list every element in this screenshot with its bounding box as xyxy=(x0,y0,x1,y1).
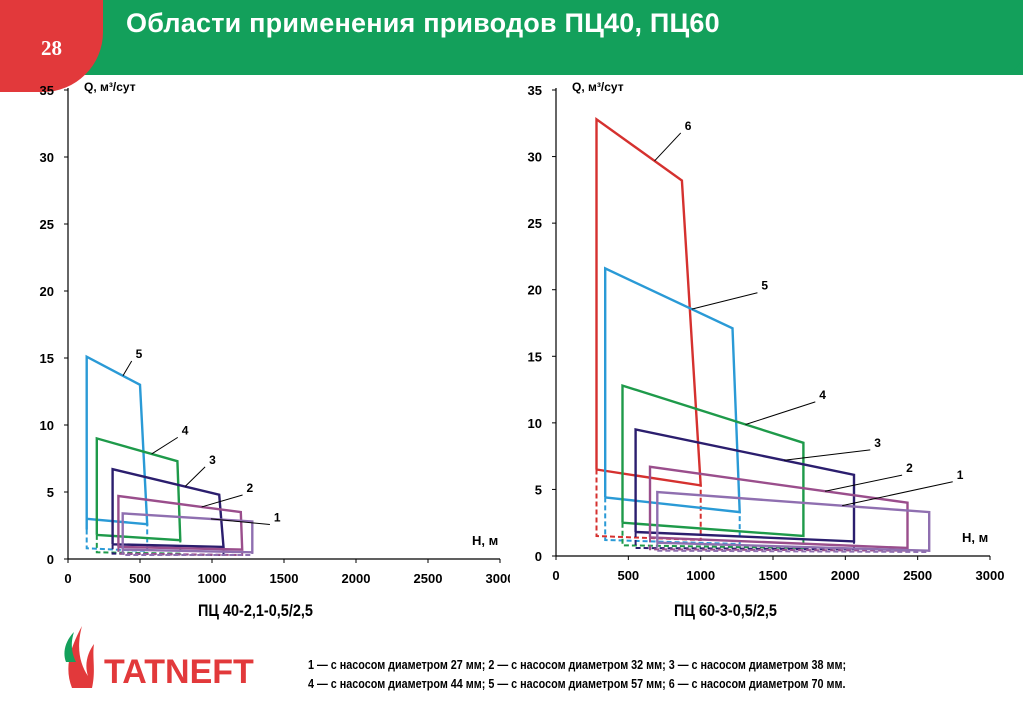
x-tick-label: 1500 xyxy=(759,568,788,583)
x-tick-label: 500 xyxy=(617,568,639,583)
region-5-leader xyxy=(122,360,133,377)
legend-line-1: 1 — с насосом диаметром 27 мм; 2 — с нас… xyxy=(308,657,847,672)
y-tick-label: 10 xyxy=(528,416,542,431)
region-6-outline xyxy=(595,116,702,487)
region-4-leader xyxy=(745,401,816,425)
region-3-leader xyxy=(184,466,206,487)
region-3-outline xyxy=(111,467,225,549)
y-tick-label: 15 xyxy=(40,351,54,366)
y-tick-label: 5 xyxy=(47,485,54,500)
x-tick-label: 1500 xyxy=(270,571,299,586)
region-3-outline xyxy=(634,428,856,543)
chart-pc40: 05101520253035050010001500200025003000Q,… xyxy=(0,80,515,600)
y-tick-label: 15 xyxy=(528,349,542,364)
x-tick-label: 3000 xyxy=(486,571,510,586)
region-2-label: 2 xyxy=(247,481,254,495)
chart-pc60: 0 5 10 15 20 25 30 35 0 500 1000 1500 2000 2500 3000 Q,… xyxy=(506,80,1023,600)
region-2-leader xyxy=(201,494,243,508)
x-axis-label: Н, м xyxy=(472,533,498,548)
y-tick-label: 30 xyxy=(40,150,54,165)
region-5-dashed xyxy=(604,497,741,546)
y-tick-label: 25 xyxy=(528,216,542,231)
y-axis-label: Q, м³/сут xyxy=(84,80,136,94)
region-1-dashed xyxy=(121,549,254,556)
slide-number: 28 xyxy=(41,35,62,60)
region-5-label: 5 xyxy=(761,279,768,293)
x-tick-label: 2500 xyxy=(903,568,932,583)
region-1-label: 1 xyxy=(274,510,281,524)
logo-wordmark-svg: TATNEFT xyxy=(104,653,254,691)
header-bar xyxy=(28,0,1023,75)
chart-pc40-svg: 05101520253035050010001500200025003000Q,… xyxy=(40,80,515,586)
region-4-dashed xyxy=(621,522,805,550)
region-1-dashed xyxy=(656,542,931,554)
chart-pc40-caption: ПЦ 40-2,1-0,5/2,5 xyxy=(198,601,313,620)
region-2-outline xyxy=(648,465,909,550)
region-2-leader xyxy=(825,474,903,492)
slide-title: Области применения приводов ПЦ40, ПЦ60 xyxy=(126,8,720,38)
chart-pc60-caption: ПЦ 60-3-0,5/2,5 xyxy=(674,601,777,620)
region-2-dashed xyxy=(117,546,244,557)
region-3-label: 3 xyxy=(209,453,216,467)
region-4-outline xyxy=(621,383,805,538)
region-1-label: 1 xyxy=(957,468,964,482)
region-3-label: 3 xyxy=(874,436,881,450)
region-2-dashed xyxy=(649,537,909,552)
y-tick-label: 0 xyxy=(47,552,54,567)
region-1-leader xyxy=(842,481,953,507)
x-tick-label: 2000 xyxy=(342,571,371,586)
region-5-outline xyxy=(603,266,741,514)
y-tick-label: 10 xyxy=(40,418,54,433)
x-tick-label: 1000 xyxy=(686,568,715,583)
logo-wordmark: TATNEFT xyxy=(104,653,254,691)
slide-header: 28 Области применения приводов ПЦ40, ПЦ6… xyxy=(0,0,1023,92)
region-2-outline xyxy=(117,494,244,551)
y-tick-label: 5 xyxy=(535,482,542,497)
y-tick-label: 25 xyxy=(40,217,54,232)
y-tick-label: 35 xyxy=(528,83,542,98)
region-3-dashed xyxy=(634,532,855,551)
y-tick-label: 0 xyxy=(535,549,542,564)
x-tick-label: 0 xyxy=(552,568,559,583)
y-axis-label: Q, м³/сут xyxy=(572,80,624,94)
region-6-dashed xyxy=(595,469,702,542)
x-tick-label: 2500 xyxy=(414,571,443,586)
tatneft-logo: TATNEFT xyxy=(58,622,288,694)
x-tick-label: 3000 xyxy=(976,568,1005,583)
region-6-leader xyxy=(654,132,682,162)
region-3-leader xyxy=(784,449,871,461)
region-5-outline xyxy=(85,354,149,530)
region-1-leader xyxy=(210,518,270,525)
region-1-outline xyxy=(121,512,254,554)
legend-note: 1 — с насосом диаметром 27 мм; 2 — с нас… xyxy=(308,655,989,693)
region-4-label: 4 xyxy=(819,388,826,402)
x-axis-label: Н, м xyxy=(962,530,988,545)
region-5-label: 5 xyxy=(136,347,143,361)
region-2-label: 2 xyxy=(906,461,913,475)
x-tick-label: 0 xyxy=(64,571,71,586)
y-tick-label: 35 xyxy=(40,83,54,98)
region-1-outline xyxy=(656,490,931,552)
y-tick-label: 20 xyxy=(40,284,54,299)
x-tick-label: 2000 xyxy=(831,568,860,583)
y-tick-label: 20 xyxy=(528,283,542,298)
x-tick-label: 1000 xyxy=(198,571,227,586)
tatneft-flame-icon xyxy=(64,626,94,688)
x-tick-label: 500 xyxy=(129,571,151,586)
y-tick-label: 30 xyxy=(528,150,542,165)
region-6-label: 6 xyxy=(685,119,692,133)
header-bar-tail xyxy=(963,0,1023,75)
region-5-leader xyxy=(691,292,758,310)
slide-number-badge: 28 xyxy=(0,0,103,92)
region-4-label: 4 xyxy=(182,423,189,437)
region-4-leader xyxy=(151,436,179,455)
legend-line-2: 4 — с насосом диаметром 44 мм; 5 — с нас… xyxy=(308,676,846,691)
region-4-outline xyxy=(95,436,182,542)
